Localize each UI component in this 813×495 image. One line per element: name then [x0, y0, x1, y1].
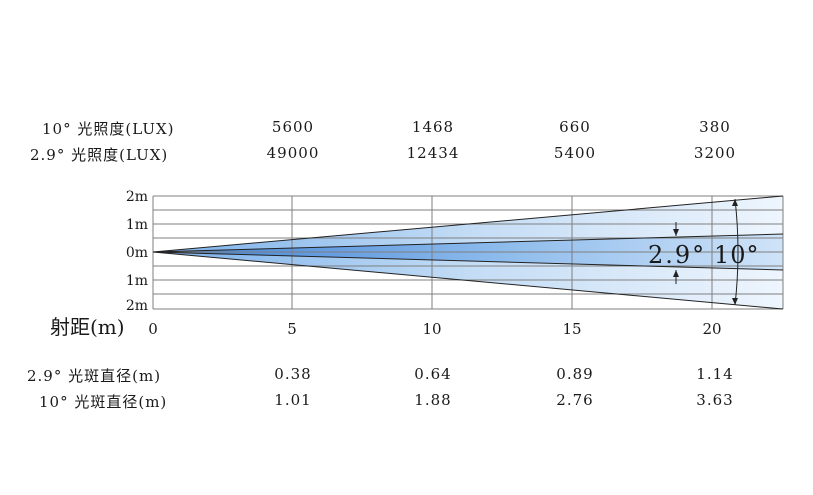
- x-tick-label: 10: [422, 320, 441, 338]
- x-tick-label: 5: [287, 320, 297, 338]
- x-axis-label: 射距(m): [50, 315, 125, 339]
- spot-cell: 0.64: [414, 365, 452, 383]
- illuminance-cell: 380: [699, 118, 731, 136]
- angle-arrow-2.9deg: [673, 222, 679, 284]
- y-tick-label: 0m: [126, 245, 148, 261]
- spot-cell: 3.63: [696, 391, 734, 409]
- y-tick-label: 1m: [126, 217, 148, 233]
- y-tick-labels: 2m 1m 0m 1m 2m: [126, 189, 148, 314]
- illuminance-cell: 5400: [553, 144, 597, 162]
- y-tick-label: 2m: [126, 298, 148, 314]
- illuminance-cell: 660: [559, 118, 591, 136]
- angle-label-10deg: 10°: [714, 241, 760, 269]
- spot-row-label-10deg: 10° 光斑直径(m): [39, 393, 168, 411]
- vertical-grid: [152, 196, 784, 309]
- spot-row-label-2.9deg: 2.9° 光斑直径(m): [27, 367, 162, 385]
- illuminance-cell: 12434: [406, 144, 460, 162]
- spot-cell: 1.01: [274, 391, 312, 409]
- x-tick-labels: 0 5 10 15 20: [148, 320, 721, 338]
- spot-cell: 1.14: [696, 365, 734, 383]
- y-tick-label: 1m: [126, 273, 148, 289]
- spot-cell: 1.88: [414, 391, 452, 409]
- illuminance-cell: 49000: [266, 144, 320, 162]
- x-tick-label: 20: [702, 320, 721, 338]
- spot-cell: 2.76: [556, 391, 594, 409]
- beam-edges: [152, 195, 784, 310]
- illuminance-row-label-10deg: 10° 光照度(LUX): [42, 120, 175, 138]
- horizontal-grid: [153, 195, 783, 310]
- angle-label-2.9deg: 2.9°: [648, 241, 706, 269]
- illuminance-cell: 5600: [271, 118, 315, 136]
- illuminance-cell: 3200: [693, 144, 737, 162]
- y-tick-label: 2m: [126, 189, 148, 205]
- spot-cell: 0.89: [556, 365, 594, 383]
- spot-cell: 0.38: [274, 365, 312, 383]
- x-tick-label: 15: [562, 320, 581, 338]
- x-tick-label: 0: [148, 320, 158, 338]
- illuminance-row-label-2.9deg: 2.9° 光照度(LUX): [30, 146, 169, 164]
- illuminance-cell: 1468: [411, 118, 455, 136]
- angle-arrow-10deg: [732, 198, 739, 306]
